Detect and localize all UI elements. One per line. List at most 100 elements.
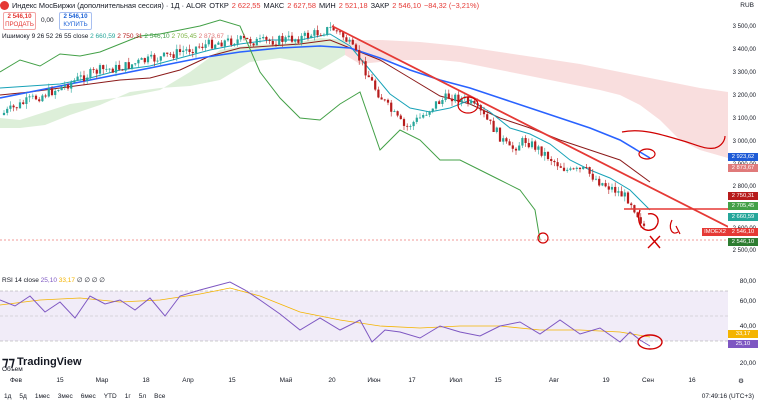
range-ytd[interactable]: YTD [103, 392, 117, 400]
rsi-badge-ma: 33,17 [728, 330, 758, 338]
candle-body [383, 99, 386, 101]
candle-body [172, 54, 175, 58]
axis-settings-icon[interactable]: ⚙ [738, 378, 744, 385]
candle-body [502, 138, 505, 142]
candle-body [204, 44, 207, 49]
candle-body [230, 38, 233, 45]
freehand-annotation-1 [621, 130, 726, 149]
candle-body [313, 30, 316, 36]
range-1y[interactable]: 1г [124, 392, 131, 400]
candle-body [303, 32, 306, 36]
candle-body [226, 38, 230, 41]
rsi-tick: 40,00 [739, 323, 756, 330]
candle-body [441, 100, 444, 105]
candle-body [335, 30, 338, 32]
candle-body [338, 31, 342, 33]
range-5y[interactable]: 5л [138, 392, 147, 400]
price-badge-chikou: 2 546,10 [728, 238, 758, 246]
candle-body [66, 84, 70, 89]
ichimoku-v4: 2 705,45 [171, 33, 197, 40]
candle-body [127, 62, 130, 69]
price-badge-teal: 2 660,59 [728, 213, 758, 221]
buy-price: 2 546,10 [63, 13, 88, 20]
candle-body [550, 159, 553, 161]
time-axis[interactable]: Фев 15 Мар 18 Апр 15 Май 20 Июн 17 Июл 1… [0, 377, 728, 387]
candle-body [63, 84, 66, 87]
candle-body [566, 169, 569, 171]
close-value: 2 546,10 [392, 1, 421, 10]
candle-body [450, 98, 454, 102]
candle-body [194, 46, 198, 54]
range-5d[interactable]: 5д [19, 392, 27, 400]
candle-body [188, 49, 191, 52]
rsi-tick: 20,00 [739, 360, 756, 367]
currency-label[interactable]: RUB [740, 2, 754, 9]
candle-body [281, 35, 284, 42]
time-tick: 15 [228, 377, 236, 384]
time-tick: 18 [142, 377, 150, 384]
candle-body [361, 60, 364, 62]
candle-body [290, 35, 294, 42]
candle-body [262, 36, 265, 39]
candle-body [57, 90, 60, 91]
price-tick: 3 100,00 [732, 116, 756, 122]
candle-body [274, 44, 278, 46]
candle-body [82, 75, 86, 82]
candle-body [191, 51, 194, 54]
candle-body [258, 38, 262, 40]
candle-body [425, 114, 428, 116]
candle-body [2, 112, 6, 115]
candle-body [89, 69, 92, 78]
freehand-circle-3 [537, 232, 549, 244]
time-tick: Сен [642, 377, 654, 384]
price-axis[interactable]: 3 500,00 3 400,00 3 300,00 3 200,00 3 10… [728, 10, 758, 260]
range-all[interactable]: Все [154, 392, 166, 400]
candle-body [9, 105, 12, 109]
candle-body [198, 46, 201, 48]
candle-body [22, 102, 25, 105]
candle-body [399, 115, 402, 120]
range-1d[interactable]: 1д [4, 392, 12, 400]
candle-body [607, 186, 610, 190]
candle-body [412, 121, 415, 127]
candle-body [322, 34, 326, 36]
candle-body [537, 146, 540, 150]
ichimoku-legend[interactable]: Ишимоку 9 26 52 26 55 close 2 660,59 2 7… [2, 33, 224, 40]
candle-body [492, 120, 495, 133]
candle-body [153, 54, 156, 62]
candle-body [137, 59, 140, 64]
candle-body [543, 151, 546, 156]
candle-body [108, 68, 111, 70]
range-3m[interactable]: 3мес [57, 392, 73, 400]
candle-body [76, 76, 79, 81]
symbol-title[interactable]: Индекс МосБиржи (дополнительная сессия) … [12, 1, 207, 10]
freehand-circle-2 [457, 96, 479, 114]
candle-body [610, 186, 614, 190]
candle-body [578, 167, 582, 170]
candle-body [47, 88, 50, 97]
time-tick: 20 [328, 377, 336, 384]
candle-body [185, 49, 188, 51]
sell-label: ПРОДАТЬ [5, 21, 34, 28]
chart-canvas[interactable] [0, 0, 728, 390]
time-tick: Авг [548, 377, 560, 384]
tradingview-logo[interactable]: ⁊⁊ TradingView [2, 354, 82, 370]
candle-body [393, 111, 396, 112]
candlestick-series [2, 22, 646, 230]
candle-body [95, 69, 98, 74]
candle-body [498, 127, 502, 142]
price-tick: 3 400,00 [732, 47, 756, 53]
range-1m[interactable]: 1мес [34, 392, 50, 400]
candle-body [54, 90, 57, 96]
ichimoku-cloud-red [345, 40, 728, 158]
candle-body [252, 43, 255, 46]
candle-body [377, 89, 380, 98]
sell-button[interactable]: 2 546,10 ПРОДАТЬ [3, 12, 36, 30]
candle-body [178, 49, 182, 52]
clock-time[interactable]: 07:49:16 (UTC+3) [701, 392, 754, 400]
buy-button[interactable]: 2 546,10 КУПИТЬ [59, 12, 92, 30]
price-badge-darkred: 2 750,31 [728, 192, 758, 200]
range-6m[interactable]: 6мес [80, 392, 96, 400]
rsi-legend[interactable]: RSI 14 close 25,10 33,17 ∅ ∅ ∅ ∅ [2, 276, 105, 284]
candle-body [98, 65, 102, 74]
